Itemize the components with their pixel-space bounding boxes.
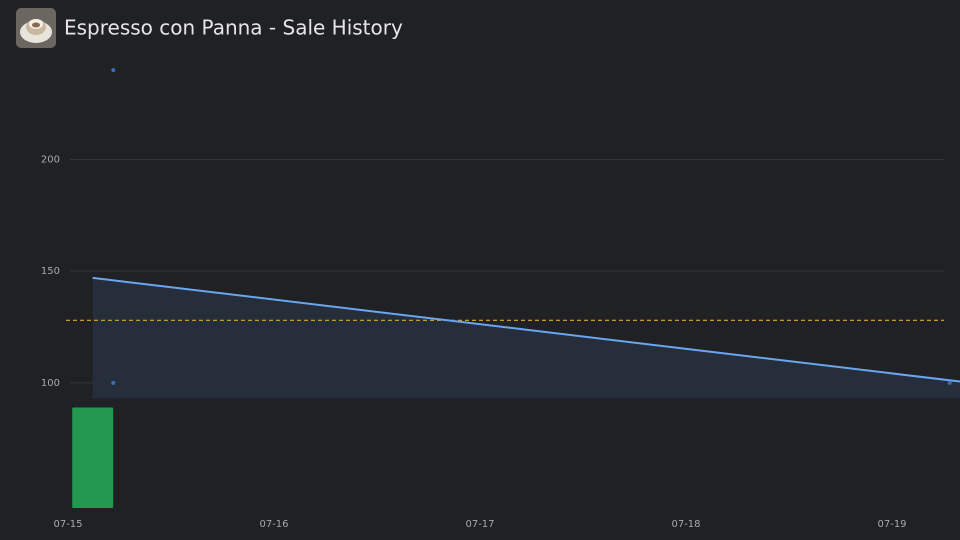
y-tick-label: 150 bbox=[41, 266, 60, 277]
x-tick-label: 07-17 bbox=[465, 519, 494, 530]
y-tick-label: 200 bbox=[41, 154, 60, 165]
trend-band bbox=[92, 277, 960, 399]
sale-point bbox=[111, 68, 116, 73]
item-icon bbox=[16, 8, 56, 48]
x-tick-label: 07-19 bbox=[877, 519, 906, 530]
sale-point bbox=[947, 380, 952, 385]
trend-line bbox=[92, 276, 960, 383]
x-tick-label: 07-16 bbox=[259, 519, 288, 530]
y-tick-label: 100 bbox=[41, 378, 60, 389]
x-tick-label: 07-18 bbox=[671, 519, 700, 530]
x-tick-label: 07-15 bbox=[53, 519, 82, 530]
volume-bar bbox=[72, 407, 114, 508]
sale-point bbox=[111, 380, 116, 385]
chart-title: Espresso con Panna - Sale History bbox=[64, 16, 403, 40]
